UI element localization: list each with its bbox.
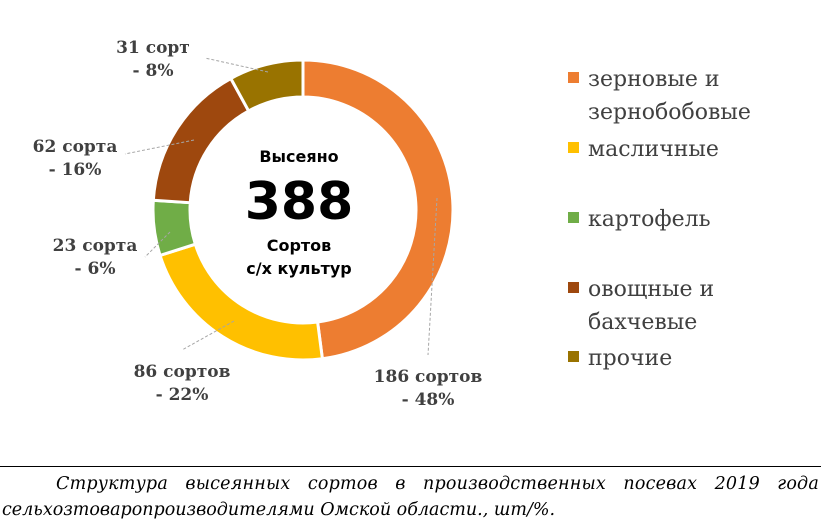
center-line2: Сортов [267, 236, 332, 255]
data-label-line: - 48% [402, 390, 455, 410]
legend-swatch [568, 142, 579, 153]
legend-entry-картофель: картофель [568, 207, 711, 232]
label-leader-lines [124, 57, 438, 356]
data-label-зерновые-и-зернобобовые: 186 сортов - 48% [374, 367, 483, 410]
chart-legend: зерновые и зернобобовые масличные картофель… [568, 67, 751, 371]
legend-swatch [568, 282, 579, 293]
data-label-масличные: 86 сортов - 22% [134, 362, 231, 405]
legend-label: картофель [588, 207, 711, 232]
figure-caption: Структура высеянных сортов в производств… [0, 466, 821, 523]
data-label-line: - 16% [49, 160, 102, 180]
data-label-line: 23 сорта [53, 236, 138, 256]
legend-label-line: овощные и [588, 277, 714, 302]
leader-line-зерновые-и-зернобобовые [427, 197, 438, 356]
legend-label-line: зерновые и [588, 67, 720, 92]
slice-овощные-и-бахчевые [151, 76, 251, 205]
data-label-овощные-и-бахчевые: 62 сорта - 16% [33, 137, 118, 180]
center-total-value: 388 [245, 172, 354, 232]
center-line1: Высеяно [259, 147, 338, 166]
legend-entry-зерновые-и-зернобобовые: зерновые и зернобобовые [568, 67, 751, 125]
data-label-line: - 8% [133, 61, 174, 81]
legend-label: зерновые и зернобобовые [588, 67, 751, 125]
data-label-прочие: 31 сорт - 8% [116, 38, 190, 81]
donut-slices [151, 58, 455, 362]
data-label-line: 86 сортов [134, 362, 231, 382]
data-label-line: - 22% [156, 385, 209, 405]
legend-label-line: бахчевые [588, 310, 697, 335]
caption-line-2: сельхозтоваропроизводителями Омской обла… [2, 500, 556, 520]
legend-entry-масличные: масличные [568, 137, 719, 162]
slice-зерновые-и-зернобобовые [301, 58, 455, 361]
data-label-line: - 6% [75, 259, 116, 279]
legend-label: овощные и бахчевые [588, 277, 714, 335]
legend-label: прочие [588, 346, 672, 371]
leader-line-прочие [204, 57, 269, 73]
legend-label-line: прочие [588, 346, 672, 371]
center-line3: с/х культур [246, 259, 352, 278]
legend-label-line: масличные [588, 137, 719, 162]
legend-swatch [568, 351, 579, 362]
data-label-line: 186 сортов [374, 367, 483, 387]
data-label-картофель: 23 сорта - 6% [53, 236, 138, 279]
legend-swatch [568, 212, 579, 223]
data-label-line: 31 сорт [116, 38, 190, 58]
donut-center: Высеяно 388 Сортов с/х культур [245, 147, 354, 278]
legend-label-line: зернобобовые [588, 100, 751, 125]
legend-entry-овощные-и-бахчевые: овощные и бахчевые [568, 277, 714, 335]
caption-line-1: Структура высеянных сортов в производств… [56, 474, 819, 494]
legend-swatch [568, 72, 579, 83]
data-label-line: 62 сорта [33, 137, 118, 157]
legend-entry-прочие: прочие [568, 346, 672, 371]
legend-label: масличные [588, 137, 719, 162]
legend-label-line: картофель [588, 207, 711, 232]
leader-line-овощные-и-бахчевые [124, 139, 195, 155]
leader-line-картофель [144, 231, 171, 258]
data-labels: 186 сортов - 48% 86 сортов - 22% 23 сорта - 6… [33, 38, 483, 410]
slice-картофель [151, 198, 198, 258]
